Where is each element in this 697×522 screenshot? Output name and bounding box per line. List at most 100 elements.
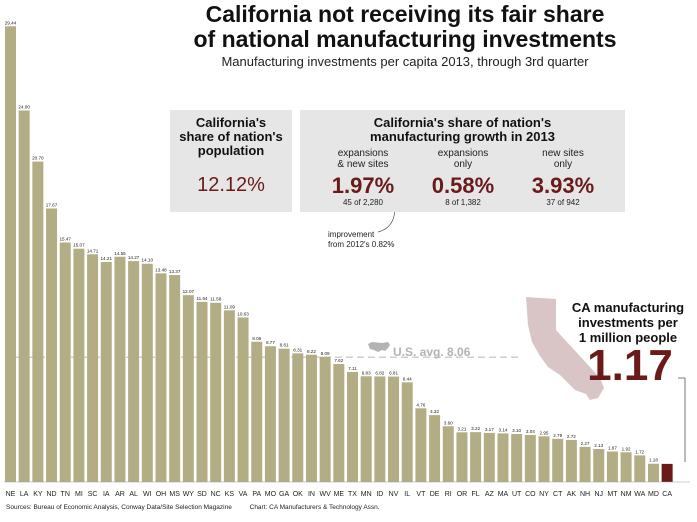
x-tick-label-nd: ND [46,491,56,498]
x-tick-label-ut: UT [512,491,522,498]
improvement-note: improvement from 2012's 0.82% [328,230,394,250]
x-tick-label-tn: TN [61,491,70,498]
x-tick-label-ms: MS [169,491,180,498]
bar-value-label-mo: 8.77 [266,340,275,345]
bar-value-label-ga: 8.61 [280,343,289,348]
bar-vt [415,408,427,482]
x-tick-label-la: LA [20,491,29,498]
bar-tx [347,371,358,482]
bar-value-label-id: 6.82 [375,370,384,375]
bar-value-label-fl: 3.22 [471,426,480,431]
bar-nd [46,208,58,483]
x-tick-label-tx: TX [348,491,357,498]
bar-value-label-wi: 14.10 [142,258,154,263]
bar-la [18,110,30,482]
bar-nh [579,446,591,482]
bar-value-label-nm: 1.92 [622,446,631,451]
bar-sd [196,301,208,482]
bar-value-label-ia: 14.21 [101,256,113,261]
growth-column-value: 3.93% [531,173,595,198]
bar-value-label-ok: 8.31 [293,347,302,352]
x-tick-label-pa: PA [252,491,261,498]
bar-mn [360,376,372,482]
population-heading-line-3: population [197,143,265,158]
bar-ok [292,353,304,482]
population-heading-line-1: California's [195,115,267,130]
us-average-label: U.S. avg. 8.06 [393,345,471,359]
growth-heading-line-2: manufacturing growth in 2013 [370,129,555,144]
bar-value-label-mi: 15.07 [73,243,85,248]
growth-heading-line-1: California's share of nation's [373,115,552,130]
x-tick-label-ri: RI [445,491,452,498]
bar-fl [470,432,482,482]
growth-column-value: 1.97% [331,173,395,198]
bar-value-label-de: 4.32 [430,409,439,414]
labels-layer: 29.44 NE 24.00 LA 20.70 KY 17.67 ND 15.47 TN 15.07… [4,20,690,498]
bar-value-label-sd: 11.64 [196,296,208,301]
x-tick-label-md: MD [648,491,659,498]
bar-value-label-wv: 8.09 [321,351,330,356]
bar-ca [661,463,673,482]
bar-ma [497,433,509,482]
x-tick-label-in: IN [308,491,315,498]
bar-in [305,354,317,482]
population-share-value: 12.12% [197,174,265,196]
bar-value-label-tn: 15.47 [59,237,71,242]
x-tick-label-vt: VT [416,491,426,498]
growth-column-new-sites-only: new sites only 3.93% 37 of 942 [514,148,612,207]
bar-me [333,364,345,482]
title-line-1: California not receiving its fair share [205,1,605,27]
footer-sources: Sources: Bureau of Economic Analysis, Co… [6,504,396,511]
chart-title: California not receiving its fair share … [170,2,640,52]
bar-nj [593,449,605,482]
growth-column-detail: 8 of 1,382 [445,198,481,207]
bar-value-label-or: 3.21 [457,426,466,431]
bar-mo [264,346,276,482]
growth-column-detail: 45 of 2,280 [342,198,384,207]
bar-value-label-tx: 7.11 [348,366,357,371]
x-tick-label-wa: WA [634,491,645,498]
bar-value-label-nc: 11.58 [210,297,222,302]
x-tick-label-ct: CT [553,491,563,498]
x-tick-label-or: OR [457,491,468,498]
bar-value-label-al: 14.27 [128,255,140,260]
x-tick-label-ak: AK [567,491,577,498]
growth-column-expansions-new-sites: expansions & new sites 1.97% 45 of 2,280 [314,148,412,207]
bar-de [429,415,441,482]
bar-value-label-wa: 1.72 [635,449,644,454]
bar-value-label-pa: 9.06 [252,336,261,341]
label-line-1: expansions [337,148,389,159]
bar-nm [620,452,632,482]
bar-value-label-me: 7.62 [334,358,343,363]
bar-value-label-il: 6.44 [403,376,412,381]
population-heading: California's share of nation's populatio… [170,116,292,158]
growth-share-panel: California's share of nation's manufactu… [300,110,625,212]
x-tick-label-wi: WI [143,491,152,498]
bar-value-label-mt: 1.97 [608,446,617,451]
bar-value-label-oh: 13.48 [155,267,167,272]
x-tick-label-me: ME [334,491,345,498]
growth-column-label: new sites only [514,148,612,172]
bar-wi [141,263,153,482]
growth-heading: California's share of nation's manufactu… [300,116,625,144]
population-heading-line-2: share of nation's [179,129,283,144]
bar-or [456,432,468,482]
x-tick-label-ny: NY [539,491,549,498]
bar-ut [511,434,523,482]
x-tick-label-fl: FL [472,491,480,498]
bar-ks [223,310,235,482]
bar-value-label-nj: 2.13 [594,443,603,448]
x-tick-label-sd: SD [197,491,207,498]
x-tick-label-ca: CA [662,491,672,498]
bar-ky [32,161,44,482]
ca-pointer-line [678,377,686,462]
bar-value-label-nd: 17.67 [46,202,58,207]
bar-sc [87,254,99,482]
x-tick-label-ar: AR [115,491,125,498]
bar-value-label-ky: 20.70 [32,156,44,161]
bar-ga [278,348,290,482]
label-line-1: expansions [437,148,489,159]
x-tick-label-sc: SC [88,491,98,498]
x-tick-label-ks: KS [225,491,235,498]
